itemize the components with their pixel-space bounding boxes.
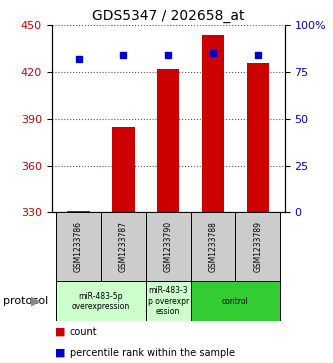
Text: ■: ■	[55, 327, 66, 337]
Text: protocol: protocol	[3, 296, 49, 306]
Bar	[202, 35, 224, 212]
Text: miR-483-3
p overexpr
ession: miR-483-3 p overexpr ession	[148, 286, 189, 316]
Bar	[146, 212, 190, 281]
Text: GSM1233789: GSM1233789	[253, 221, 262, 272]
Text: GSM1233787: GSM1233787	[119, 221, 128, 272]
Bar	[157, 69, 179, 212]
Text: GSM1233788: GSM1233788	[208, 221, 217, 272]
Bar	[112, 127, 135, 212]
Bar	[101, 212, 146, 281]
Bar	[235, 212, 280, 281]
Title: GDS5347 / 202658_at: GDS5347 / 202658_at	[92, 9, 244, 23]
Bar	[190, 281, 280, 321]
Text: GSM1233786: GSM1233786	[74, 221, 83, 272]
Bar	[67, 211, 90, 212]
Bar	[56, 212, 101, 281]
Text: miR-483-5p
overexpression: miR-483-5p overexpression	[72, 291, 130, 311]
Text: GSM1233790: GSM1233790	[164, 221, 173, 272]
Bar	[190, 212, 235, 281]
Text: ■: ■	[55, 347, 66, 358]
Bar	[146, 281, 190, 321]
Bar	[56, 281, 146, 321]
Text: percentile rank within the sample: percentile rank within the sample	[70, 347, 235, 358]
Text: control: control	[222, 297, 249, 306]
Text: ▶: ▶	[31, 295, 41, 308]
Bar	[247, 63, 269, 212]
Text: count: count	[70, 327, 98, 337]
